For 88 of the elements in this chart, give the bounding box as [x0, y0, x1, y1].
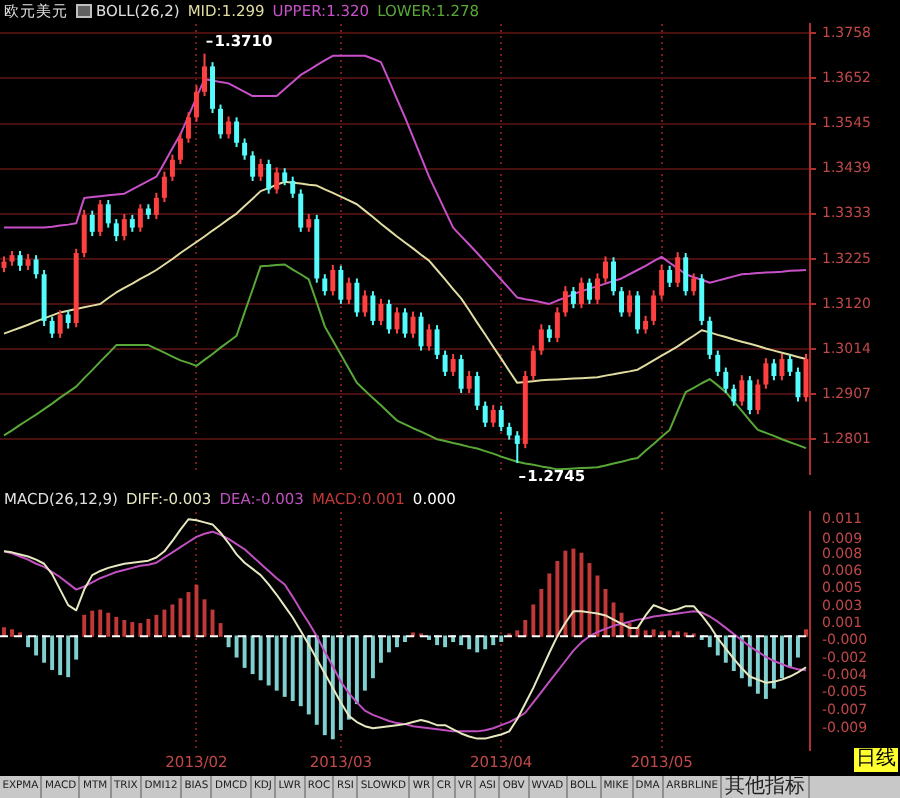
- candlestick: [266, 158, 272, 195]
- candlestick: [57, 309, 63, 339]
- text: 日线: [854, 748, 898, 772]
- candlestick: [49, 315, 55, 339]
- candlestick: [675, 251, 681, 288]
- candlestick: [603, 255, 608, 284]
- candlestick: [105, 199, 111, 229]
- candlestick: [113, 218, 119, 243]
- candlestick: [651, 289, 657, 327]
- candlestick: [330, 263, 336, 297]
- candlestick: [346, 276, 352, 305]
- candlestick: [434, 324, 440, 361]
- candlestick: [562, 285, 568, 318]
- candlestick: [370, 290, 376, 327]
- candlestick: [635, 290, 641, 335]
- candlestick: [226, 115, 232, 140]
- candlestick: [250, 150, 256, 182]
- candlestick: [33, 254, 39, 280]
- candlestick: [426, 323, 432, 352]
- candlestick: [41, 269, 47, 327]
- candlestick: [530, 344, 536, 382]
- candlestick: [683, 252, 689, 297]
- candlestick: [707, 315, 713, 361]
- candlestick: [210, 61, 216, 115]
- candlestick: [466, 369, 472, 395]
- candlestick: [619, 285, 625, 318]
- candlestick: [723, 366, 729, 395]
- candlestick: [787, 353, 793, 378]
- candlestick: [578, 276, 584, 310]
- candlestick: [298, 188, 304, 233]
- candlestick: [627, 289, 633, 318]
- candlestick: [586, 277, 592, 305]
- candlestick: [194, 84, 199, 123]
- candlestick: [81, 208, 87, 259]
- candlestick: [290, 175, 296, 199]
- candlestick: [715, 349, 721, 378]
- candlestick: [731, 383, 737, 407]
- candlestick: [169, 153, 175, 182]
- candlestick: [659, 263, 665, 301]
- candlestick: [17, 249, 23, 272]
- candlestick: [418, 311, 424, 352]
- candlestick: [739, 374, 745, 407]
- candlestick: [161, 170, 167, 204]
- candlestick: [611, 256, 616, 297]
- candlestick: [242, 137, 248, 161]
- candlestick: [554, 306, 560, 344]
- candlestick: [65, 309, 71, 330]
- candlestick: [338, 264, 344, 305]
- candlestick: [450, 352, 456, 378]
- candlestick: [699, 273, 705, 327]
- candlestick: [779, 352, 785, 382]
- candlestick: [185, 111, 191, 144]
- candlestick: [691, 272, 697, 297]
- candlestick: [386, 298, 392, 335]
- candlestick: [594, 272, 600, 305]
- candlestick: [354, 277, 360, 318]
- candlestick: [442, 349, 448, 378]
- candlestick: [177, 132, 183, 165]
- candlestick: [322, 273, 328, 297]
- candlestick: [771, 358, 777, 382]
- candlestick: [378, 297, 384, 327]
- candlestick: [258, 157, 264, 182]
- candlestick: [490, 403, 496, 428]
- candlestick: [795, 366, 801, 403]
- candlestick: [498, 404, 504, 433]
- candlestick: [274, 166, 280, 195]
- candlestick: [474, 370, 480, 411]
- candlestick: [747, 375, 753, 416]
- candlestick: [514, 430, 520, 464]
- candlestick: [667, 264, 673, 288]
- candlestick: [482, 400, 488, 428]
- candlestick: [763, 357, 769, 390]
- candlestick: [570, 285, 576, 310]
- candlestick: [97, 199, 103, 238]
- candlestick: [755, 378, 761, 416]
- candlestick: [202, 52, 207, 98]
- text: 其他指标: [722, 776, 810, 798]
- candlestick: [218, 103, 224, 140]
- candlestick: [153, 191, 159, 221]
- candlestick: [137, 203, 143, 233]
- candlestick: [234, 116, 240, 148]
- candlestick: [89, 209, 95, 238]
- candlestick: [410, 310, 416, 339]
- candlestick: [362, 289, 368, 318]
- candlestick: [394, 306, 400, 335]
- candlestick: [458, 353, 464, 395]
- candlestick: [538, 323, 544, 356]
- candlestick: [121, 213, 127, 242]
